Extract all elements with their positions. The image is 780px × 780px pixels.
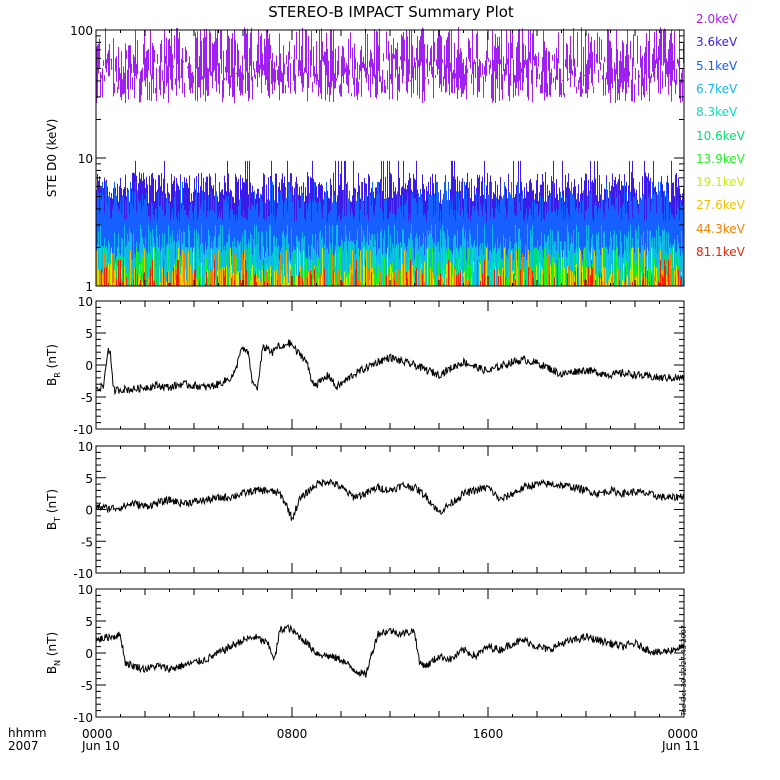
b-frame xyxy=(95,300,685,430)
legend-item-5-1keV: 5.1keV xyxy=(696,58,738,73)
ste-series-2-0keV xyxy=(96,27,684,104)
x-tick-label: 0000 xyxy=(82,727,113,741)
legend-item-8-3keV: 8.3keV xyxy=(696,105,738,120)
legend-item-44-3keV: 44.3keV xyxy=(696,221,745,236)
b-tick-label: -10 xyxy=(73,423,93,437)
b-tick-label: -5 xyxy=(81,679,93,693)
b-tick-label: 5 xyxy=(85,615,93,629)
b-tick-label: -5 xyxy=(81,391,93,405)
ste-tick-label: 100 xyxy=(70,24,93,38)
b-frame xyxy=(95,588,685,718)
b-series-line-n xyxy=(95,624,685,678)
legend-item-10-6keV: 10.6keV xyxy=(696,128,745,143)
b-ylabel: BR (nT) xyxy=(45,344,62,386)
ste-tick-label: 10 xyxy=(78,152,93,166)
b-frame xyxy=(95,445,685,574)
year-label: 2007 xyxy=(8,739,39,753)
b-series-line-t xyxy=(95,478,685,521)
legend-item-2-0keV: 2.0keV xyxy=(696,12,738,26)
ste-ylabel: STE D0 (keV) xyxy=(45,119,59,198)
legend-item-81-1keV: 81.1keV xyxy=(696,245,745,259)
ste-tick-label: 1 xyxy=(85,280,93,294)
b-tick-label: 10 xyxy=(78,295,93,309)
x-tick-label: 0000 xyxy=(667,727,698,741)
legend-item-3-6keV: 3.6keV xyxy=(696,35,738,50)
b-tick-label: 10 xyxy=(78,583,93,597)
legend-item-27-6keV: 27.6keV xyxy=(696,198,745,213)
b-tick-label: 5 xyxy=(85,327,93,341)
b-tick-label: 0 xyxy=(85,359,93,373)
b-tick-label: 0 xyxy=(85,504,93,518)
b-series-line-r xyxy=(95,339,685,396)
b-tick-label: -10 xyxy=(73,567,93,581)
b-ylabel: BN (nT) xyxy=(45,632,62,674)
legend-item-13-9keV: 13.9keV xyxy=(696,151,745,166)
b-tick-label: 0 xyxy=(85,647,93,661)
legend-item-6-7keV: 6.7keV xyxy=(696,81,738,96)
timestamp-stamp: Tue Oct 30 12:27:43 2007 xyxy=(680,624,688,716)
x-tick-label: 0800 xyxy=(277,727,308,741)
b-tick-label: 10 xyxy=(78,440,93,454)
chart-title: STEREO-B IMPACT Summary Plot xyxy=(268,3,514,21)
b-tick-label: -5 xyxy=(81,535,93,549)
date-label-start: Jun 10 xyxy=(82,739,120,753)
b-ylabel: BT (nT) xyxy=(45,489,62,530)
date-label-end: Jun 11 xyxy=(662,739,700,753)
b-tick-label: -10 xyxy=(73,711,93,725)
x-tick-label: 1600 xyxy=(473,727,504,741)
legend-item-19-1keV: 19.1keV xyxy=(696,175,745,190)
format-label: hhmm xyxy=(8,726,47,740)
b-tick-label: 5 xyxy=(85,472,93,486)
